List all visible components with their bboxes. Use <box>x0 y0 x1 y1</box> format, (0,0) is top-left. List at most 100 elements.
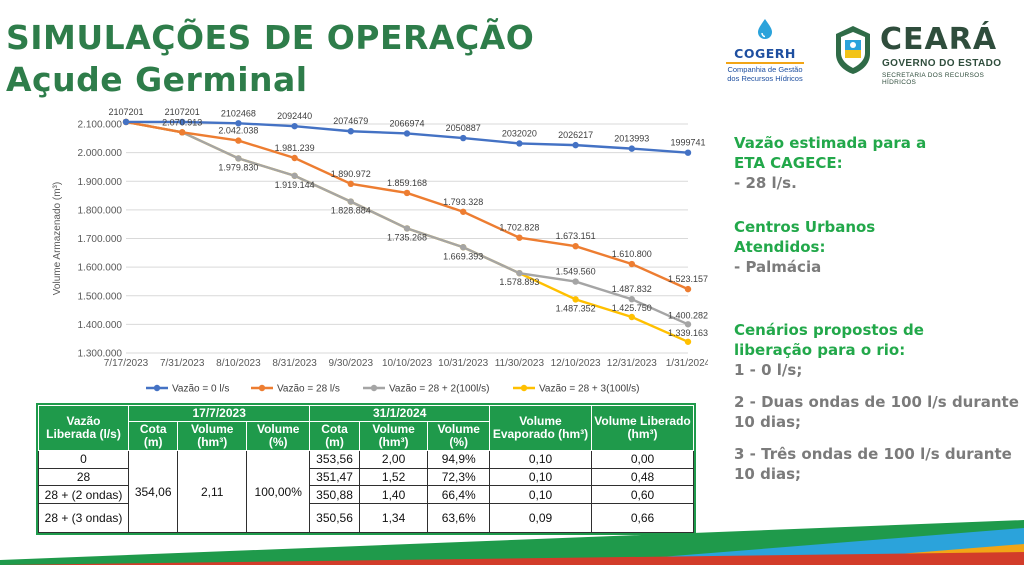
y-tick-label: 1.500.000 <box>78 291 123 302</box>
data-label: 2102468 <box>221 108 256 118</box>
table-row: 28 351,47 1,52 72,3% 0,10 0,48 <box>38 467 694 487</box>
scenario-3-line2: 10 dias; <box>734 465 802 483</box>
th-cota-2: Cota (m) <box>309 421 360 451</box>
data-point <box>684 285 692 293</box>
data-label: 2026217 <box>558 130 593 140</box>
volume-line-chart: 1.300.000 1.400.000 1.500.000 1.600.000 1.70… <box>52 107 708 395</box>
data-point <box>516 269 523 277</box>
scenarios-title-line1: Cenários propostos de <box>734 321 924 339</box>
data-point <box>403 225 411 232</box>
data-label: 1.981.239 <box>275 143 315 153</box>
data-point <box>628 296 635 303</box>
cell-vazao: 28 + (2 ondas) <box>38 485 129 505</box>
data-label: 1.669.393 <box>443 251 483 261</box>
cell-vazao: 0 <box>38 450 129 469</box>
data-label: 1.523.157 <box>668 274 708 284</box>
legend-marker <box>370 384 378 392</box>
data-point <box>460 208 467 215</box>
data-point <box>516 140 523 147</box>
data-point <box>291 154 298 162</box>
flow-title-line2: ETA CAGECE: <box>734 154 843 172</box>
cell-cota: 351,47 <box>309 467 360 487</box>
scenario-2-line1: 2 - Duas ondas de 100 l/s durante <box>734 393 1019 411</box>
x-tick-label: 9/30/2023 <box>329 358 374 369</box>
flow-value: - 28 l/s. <box>734 174 797 192</box>
y-tick-label: 1.800.000 <box>78 205 123 216</box>
cell-volume: 2,00 <box>358 450 429 469</box>
data-point <box>179 118 186 126</box>
scenarios-title-line2: liberação para o rio: <box>734 341 906 359</box>
data-point <box>572 242 579 250</box>
x-tick-label: 7/31/2023 <box>160 358 205 369</box>
th-volume-pct-2: Volume (%) <box>427 421 490 451</box>
cell-lib: 0,66 <box>591 503 694 533</box>
data-point <box>347 198 354 205</box>
data-point <box>684 338 692 345</box>
ceara-seal-icon <box>836 26 870 74</box>
flow-title-line1: Vazão estimada para a <box>734 134 927 152</box>
flow-block: Vazão estimada para a ETA CAGECE: - 28 l… <box>734 133 926 193</box>
cell-evap: 0,10 <box>489 450 592 469</box>
data-point <box>179 129 186 136</box>
th-date-start: 17/7/2023 <box>127 405 311 422</box>
cell-pct: 66,4% <box>427 485 490 505</box>
data-label: 2074679 <box>333 116 368 126</box>
data-label: 2066974 <box>389 118 424 128</box>
data-point <box>347 180 354 188</box>
data-label: 1.793.328 <box>443 197 483 207</box>
y-axis-label: Volume Armazenado (m³) <box>52 182 63 295</box>
legend-marker <box>153 384 161 392</box>
data-label: 2.070.913 <box>162 117 202 127</box>
data-label: 1.890.972 <box>331 169 371 179</box>
th-volume-1: Volume (hm³) <box>177 421 248 451</box>
footer-stripes <box>0 520 1024 565</box>
scenario-2-line2: 10 dias; <box>734 413 802 431</box>
simulation-table: Vazão Liberada (l/s) 17/7/2023 31/1/2024… <box>38 405 694 533</box>
y-tick-label: 2.100.000 <box>78 120 123 131</box>
legend-label: Vazão = 28 + 2(100l/s) <box>389 384 489 395</box>
data-label: 1.735.268 <box>387 232 427 242</box>
data-point <box>460 244 467 251</box>
cell-vazao: 28 <box>38 467 129 487</box>
centers-block: Centros Urbanos Atendidos: - Palmácia <box>734 217 875 277</box>
scenario-3-line1: 3 - Três ondas de 100 l/s durante <box>734 445 1012 463</box>
table-row: 28 + (3 ondas) 350,56 1,34 63,6% 0,09 0,… <box>38 503 694 533</box>
data-point <box>347 128 354 135</box>
x-tick-label: 11/30/2023 <box>495 358 545 369</box>
cell-volume: 1,34 <box>358 503 429 533</box>
data-label: 1.549.560 <box>556 267 596 277</box>
data-label: 1.339.163 <box>668 328 708 338</box>
data-point <box>628 313 635 321</box>
th-volume-pct-1: Volume (%) <box>246 421 311 451</box>
legend-label: Vazão = 28 l/s <box>277 384 340 395</box>
data-point <box>122 118 130 126</box>
data-label: 1999741 <box>670 138 705 148</box>
data-label: 1.400.282 <box>668 310 708 320</box>
legend-label: Vazão = 0 l/s <box>172 384 229 395</box>
cogerh-bar <box>726 62 804 64</box>
page-title: SIMULAÇÕES DE OPERAÇÃO <box>6 18 535 57</box>
data-point <box>684 149 692 156</box>
water-drop-icon <box>758 19 772 39</box>
data-point <box>628 260 635 268</box>
data-point <box>572 296 579 303</box>
legend-label: Vazão = 28 + 3(100l/s) <box>539 384 639 395</box>
data-label: 1.828.884 <box>331 206 371 216</box>
x-tick-label: 8/10/2023 <box>216 358 261 369</box>
cell-pct: 72,3% <box>427 467 490 487</box>
data-point <box>291 122 298 130</box>
y-tick-label: 1.600.000 <box>78 263 123 274</box>
centers-title-line2: Atendidos: <box>734 238 826 256</box>
cogerh-sub1: Companhia de Gestão <box>727 65 803 74</box>
legend-marker <box>258 384 266 392</box>
cell-lib: 0,00 <box>591 450 694 469</box>
data-label: 2.042.038 <box>218 126 258 136</box>
data-point <box>572 141 579 149</box>
data-point <box>403 189 411 197</box>
data-point <box>516 234 523 241</box>
cogerh-sub2: dos Recursos Hídricos <box>727 74 803 83</box>
y-tick-label: 1.300.000 <box>78 349 123 360</box>
data-point <box>684 321 692 328</box>
data-label: 1.673.151 <box>556 231 596 241</box>
cell-lib: 0,60 <box>591 485 694 505</box>
